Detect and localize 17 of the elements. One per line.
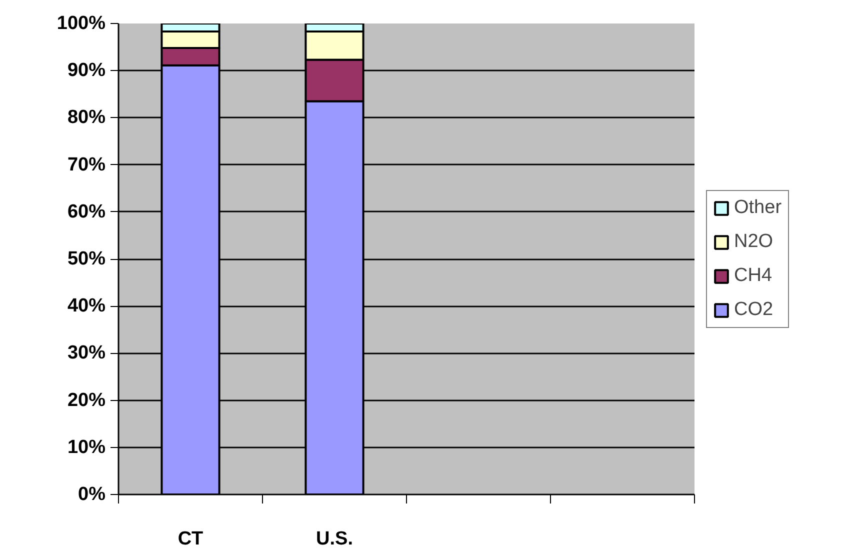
x-tick-label: CT [178, 528, 204, 550]
y-tick-label: 60% [67, 201, 106, 222]
legend-label: Other [734, 196, 782, 218]
y-tick-label: 90% [67, 60, 106, 82]
y-tick-label: 40% [67, 296, 106, 317]
y-tick-label: 10% [67, 436, 106, 458]
legend-label: N2O [734, 230, 774, 252]
y-tick-label: 20% [67, 390, 106, 411]
y-tick-label: 100% [56, 13, 106, 34]
legend-label: CH4 [734, 264, 772, 286]
x-tick-label: U.S. [316, 528, 353, 550]
y-tick-label: 70% [67, 154, 106, 176]
y-tick-label: 50% [67, 248, 106, 270]
y-tick-label: 0% [78, 484, 106, 505]
legend-label: CO2 [734, 298, 774, 320]
y-tick-label: 30% [67, 342, 106, 364]
y-tick-label: 80% [67, 107, 106, 128]
